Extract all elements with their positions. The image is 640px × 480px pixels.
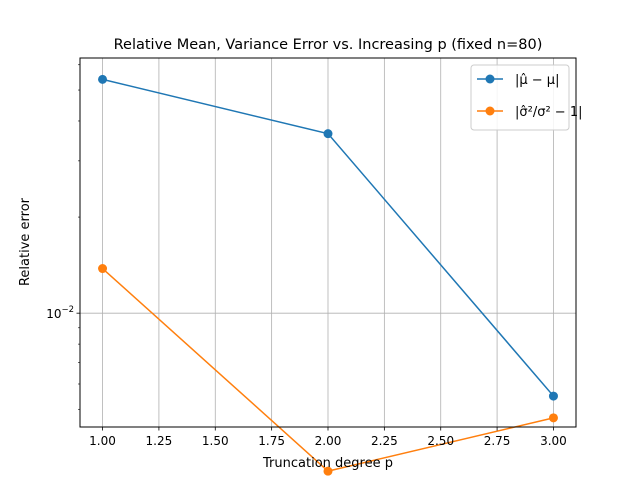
legend: |μ̂ − μ| |σ̂²/σ² − 1| [470, 64, 582, 131]
data-point-1 [548, 413, 558, 423]
chart-title: Relative Mean, Variance Error vs. Increa… [114, 37, 543, 53]
legend-frame [470, 64, 570, 131]
legend-entry-variance-error: |σ̂²/σ² − 1| [477, 105, 582, 120]
x-tick-label: 2.25 [371, 434, 398, 448]
y-axis-ticks: 10−2 [46, 64, 80, 410]
x-axis-label: Truncation degree p [262, 456, 393, 471]
data-point-0 [323, 129, 333, 139]
data-point-0 [548, 391, 558, 401]
data-series [98, 74, 558, 476]
data-point-1 [323, 466, 333, 476]
x-tick-label: 2.00 [315, 434, 342, 448]
y-axis-label: Relative error [18, 197, 33, 286]
x-tick-label: 1.50 [202, 434, 229, 448]
legend-label-mean: |μ̂ − μ| [515, 73, 559, 88]
y-tick-label: 10−2 [46, 305, 74, 321]
x-tick-label: 1.00 [89, 434, 116, 448]
legend-entry-mean-error: |μ̂ − μ| [477, 73, 559, 88]
x-axis-ticks: 1.00 1.25 1.50 1.75 2.00 2.25 2.50 2.75 3.00 [89, 427, 567, 448]
x-tick-label: 1.25 [146, 434, 173, 448]
legend-marker-variance [485, 106, 495, 116]
x-tick-label: 1.75 [258, 434, 285, 448]
data-point-0 [98, 74, 108, 84]
legend-label-variance: |σ̂²/σ² − 1| [515, 105, 582, 120]
data-point-1 [98, 264, 108, 274]
x-tick-label: 2.50 [427, 434, 454, 448]
x-tick-label: 2.75 [484, 434, 511, 448]
x-tick-label: 3.00 [540, 434, 567, 448]
legend-marker-mean [485, 74, 495, 84]
